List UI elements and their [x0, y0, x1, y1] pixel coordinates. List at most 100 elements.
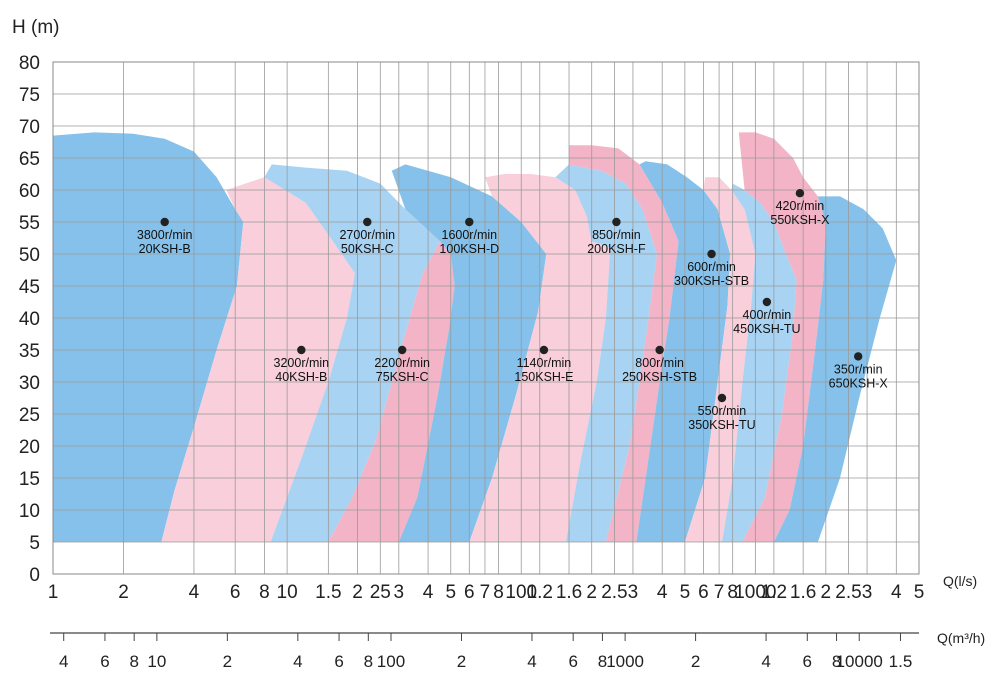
- x2-tick-label: 8: [364, 652, 373, 671]
- y-tick-label: 40: [19, 309, 40, 330]
- point-20ksh-b: [160, 217, 169, 227]
- label-speed-550ksh-x: 420r/min: [776, 199, 825, 213]
- y-tick-label: 15: [19, 469, 40, 490]
- x2-tick-label: 10: [147, 652, 166, 671]
- x2-tick-label: 2: [223, 652, 232, 671]
- x-tick-label: 1: [48, 582, 59, 603]
- x2-tick-label: 1.5: [889, 652, 913, 671]
- point-300ksh-stb: [707, 249, 716, 259]
- x-tick-label: 3: [394, 582, 405, 603]
- label-speed-40ksh-b: 3200r/min: [274, 356, 330, 370]
- area-450ksh-tu: [722, 183, 797, 542]
- x-tick-label: 2: [586, 582, 597, 603]
- label-model-250ksh-stb: 250KSH-STB: [622, 370, 697, 384]
- y-tick-label: 30: [19, 373, 40, 394]
- point-450ksh-tu: [762, 297, 772, 307]
- x-tick-label: 6: [698, 582, 709, 603]
- x-tick-label: 1.5: [315, 582, 341, 603]
- point-350ksh-tu: [717, 393, 727, 403]
- y-tick-label: 20: [19, 437, 40, 458]
- x-tick-label: 100: [505, 582, 537, 603]
- x2-tick-label: 8: [598, 652, 607, 671]
- x-tick-label: 25: [370, 582, 391, 603]
- x-tick-label: 2.5: [835, 582, 861, 603]
- x2-tick-label: 6: [100, 652, 109, 671]
- y-axis-title: H (m): [12, 17, 59, 38]
- x-tick-label: 1.6: [556, 582, 582, 603]
- label-model-350ksh-tu: 350KSH-TU: [688, 418, 755, 432]
- pump-areas: [53, 132, 897, 542]
- label-speed-200ksh-f: 850r/min: [592, 228, 641, 242]
- area-350ksh-tu: [684, 177, 756, 542]
- x2-tick-label: 2: [457, 652, 466, 671]
- x2-tick-label: 6: [334, 652, 343, 671]
- x-axis-title: Q(l/s): [943, 573, 977, 589]
- label-speed-20ksh-b: 3800r/min: [137, 228, 193, 242]
- label-speed-650ksh-x: 350r/min: [834, 362, 883, 376]
- x2-tick-label: 4: [293, 652, 302, 671]
- point-75ksh-c: [397, 345, 407, 355]
- plot-border: [52, 61, 920, 575]
- y-tick-label: 65: [19, 149, 40, 170]
- y-tick-label: 25: [19, 405, 40, 426]
- x-tick-label: 7: [714, 582, 725, 603]
- point-250ksh-stb: [655, 345, 664, 355]
- x-tick-label: 2: [821, 582, 832, 603]
- x-tick-label: 6: [464, 582, 475, 603]
- x-tick-label: 1.2: [527, 582, 553, 603]
- x-tick-label: 8: [493, 582, 504, 603]
- point-40ksh-b: [297, 345, 306, 355]
- label-speed-450ksh-tu: 400r/min: [743, 308, 792, 322]
- y-tick-label: 45: [19, 277, 40, 298]
- data-points: [160, 189, 863, 403]
- x-tick-label: 4: [891, 582, 902, 603]
- area-20ksh-b: [53, 132, 244, 542]
- y-tick-label: 35: [19, 341, 40, 362]
- label-model-300ksh-stb: 300KSH-STB: [674, 274, 749, 288]
- label-speed-350ksh-tu: 550r/min: [698, 404, 747, 418]
- y-tick-label: 50: [19, 245, 40, 266]
- point-100ksh-d: [465, 217, 474, 227]
- area-550ksh-x: [738, 132, 826, 542]
- x2-tick-label: 1000: [606, 652, 644, 671]
- x-tick-label: 1000: [734, 582, 776, 603]
- x2-tick-label: 6: [803, 652, 812, 671]
- x2-tick-label: 10000: [836, 652, 883, 671]
- x-tick-label: 3: [862, 582, 873, 603]
- point-50ksh-c: [363, 217, 372, 227]
- x-tick-label: 2.5: [601, 582, 627, 603]
- y-tick-label: 70: [19, 117, 40, 138]
- x-tick-label: 4: [423, 582, 434, 603]
- grid-lines: [53, 62, 919, 574]
- label-speed-50ksh-c: 2700r/min: [339, 228, 395, 242]
- label-speed-100ksh-d: 1600r/min: [442, 228, 498, 242]
- x-tick-label: 5: [680, 582, 691, 603]
- y-tick-label: 5: [29, 533, 40, 554]
- x-tick-label: 2: [118, 582, 129, 603]
- point-200ksh-f: [612, 217, 621, 227]
- y-tick-label: 75: [19, 85, 40, 106]
- area-650ksh-x: [773, 196, 897, 542]
- point-650ksh-x: [854, 352, 863, 361]
- label-model-100ksh-d: 100KSH-D: [439, 242, 499, 256]
- x-tick-label: 10: [277, 582, 298, 603]
- y-tick-label: 80: [19, 53, 40, 74]
- label-model-650ksh-x: 650KSH-X: [829, 376, 889, 390]
- x-tick-label: 3: [628, 582, 639, 603]
- area-50ksh-c: [264, 164, 440, 542]
- label-model-150ksh-e: 150KSH-E: [514, 370, 573, 384]
- x2-tick-label: 4: [59, 652, 68, 671]
- point-550ksh-x: [795, 189, 805, 198]
- x-tick-label: 6: [230, 582, 241, 603]
- x2-tick-label: 2: [691, 652, 700, 671]
- label-speed-300ksh-stb: 600r/min: [687, 260, 736, 274]
- label-speed-75ksh-c: 2200r/min: [374, 356, 430, 370]
- x2-tick-label: 8: [129, 652, 138, 671]
- area-300ksh-stb: [636, 161, 731, 542]
- area-250ksh-stb: [569, 145, 679, 542]
- y-tick-label: 10: [19, 501, 40, 522]
- x2-tick-label: 8: [832, 652, 841, 671]
